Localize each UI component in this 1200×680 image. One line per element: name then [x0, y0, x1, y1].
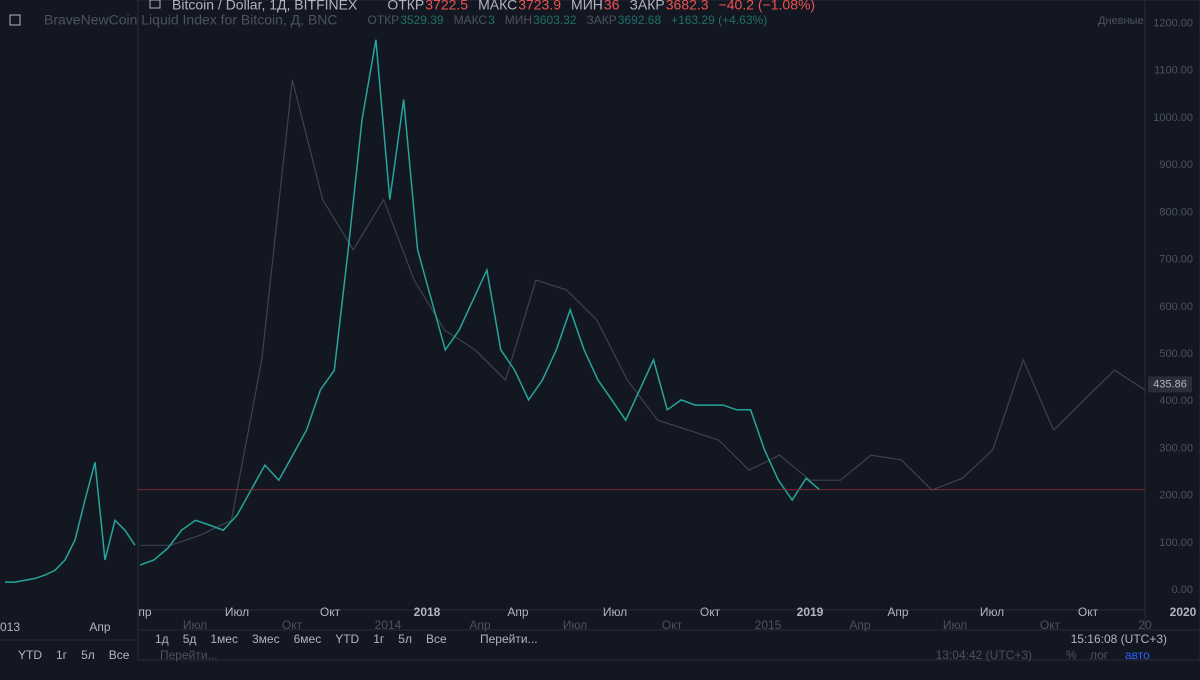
x-tick-label: Июл	[943, 618, 967, 632]
chart-title: BraveNewCoin Liquid Index for Bitcoin, Д…	[44, 12, 338, 28]
x-tick-label: Июл	[225, 605, 249, 619]
ohlc-value: 3722.5	[425, 0, 468, 13]
timeframe-button[interactable]: 5л	[81, 648, 95, 662]
price-line	[5, 462, 136, 583]
timeframe-button[interactable]: YTD	[335, 632, 359, 646]
x-tick-label: 2020	[1170, 605, 1197, 619]
x-tick-label: 2014	[375, 618, 402, 632]
ohlc-key: МИН	[571, 0, 603, 13]
x-tick-label: Апр	[89, 620, 111, 634]
timeframe-button[interactable]: 1г	[373, 632, 385, 646]
y-tick-label: 200.00	[1159, 490, 1193, 502]
timeframe-button[interactable]: 1мес	[210, 632, 238, 646]
x-tick-label: 013	[0, 620, 20, 634]
scale-button[interactable]: %	[1066, 648, 1077, 662]
timeframe-button[interactable]: YTD	[18, 648, 42, 662]
x-tick-label: Апр	[469, 618, 491, 632]
timeframe-button[interactable]: 1д	[155, 632, 169, 646]
ohlc-key: МАКС	[454, 13, 488, 27]
ohlc-key: ОТКР	[368, 13, 400, 27]
y-tick-label: 400.00	[1159, 395, 1193, 407]
x-tick-label: пр	[138, 605, 151, 619]
ohlc-value: 3682.3	[666, 0, 709, 13]
collapse-icon[interactable]	[9, 14, 21, 26]
x-tick-label: Апр	[849, 618, 871, 632]
x-tick-label: Окт	[1040, 618, 1061, 632]
ohlc-key: ЗАКР	[629, 0, 664, 13]
x-tick-label: 2015	[755, 618, 782, 632]
ohlc-key: МИН	[505, 13, 532, 27]
x-tick-label: Июл	[183, 618, 207, 632]
x-tick-label: Июл	[980, 605, 1004, 619]
interval-badge: Дневные	[1098, 15, 1144, 27]
x-tick-label: Июл	[603, 605, 627, 619]
x-tick-label: Окт	[700, 605, 721, 619]
timeframe-button[interactable]: 1г	[56, 648, 68, 662]
scale-button[interactable]: лог	[1090, 648, 1109, 662]
x-tick-label: Окт	[282, 618, 303, 632]
ohlc-value: 3723.9	[518, 0, 561, 13]
y-tick-label: 1200.00	[1153, 18, 1193, 30]
change: +163.29 (+4.63%)	[671, 13, 767, 27]
y-tick-label: 700.00	[1159, 254, 1193, 266]
x-tick-label: 2018	[414, 605, 441, 619]
y-tick-label: 800.00	[1159, 206, 1193, 218]
y-tick-label: 0.00	[1172, 584, 1193, 596]
y-tick-label: 600.00	[1159, 301, 1193, 313]
last-price-label: 435.86	[1153, 378, 1187, 390]
y-tick-label: 1000.00	[1153, 112, 1193, 124]
clock: 13:04:42 (UTC+3)	[936, 648, 1032, 662]
ohlc-value: 3603.32	[533, 13, 577, 27]
goto-button[interactable]: Перейти...	[480, 632, 538, 646]
ohlc-key: МАКС	[478, 0, 517, 13]
scale-button[interactable]: авто	[1125, 648, 1150, 662]
collapse-icon[interactable]	[149, 0, 161, 9]
ohlc-key: ЗАКР	[586, 13, 616, 27]
timeframe-button[interactable]: 3мес	[252, 632, 280, 646]
main-window	[137, 0, 1200, 661]
ohlc-key: ОТКР	[387, 0, 424, 13]
x-tick-label: Окт	[662, 618, 683, 632]
last-price-badge	[1148, 376, 1192, 393]
x-tick-label: Окт	[1078, 605, 1099, 619]
ohlc-value: 3	[488, 13, 495, 27]
timeframe-button[interactable]: Все	[109, 648, 130, 662]
x-tick-label: Апр	[507, 605, 529, 619]
goto-button[interactable]: Перейти...	[160, 648, 218, 662]
y-tick-label: 100.00	[1159, 537, 1193, 549]
change: −40.2 (−1.08%)	[719, 0, 816, 13]
y-tick-label: 300.00	[1159, 442, 1193, 454]
x-tick-label: Окт	[320, 605, 341, 619]
ohlc-value: 36	[604, 0, 620, 13]
ohlc-value: 3692.68	[618, 13, 662, 27]
ohlc-value: 3529.39	[400, 13, 444, 27]
clock: 15:16:08 (UTC+3)	[1071, 632, 1167, 646]
y-tick-label: 500.00	[1159, 348, 1193, 360]
price-line	[140, 79, 1146, 546]
x-tick-label: Июл	[563, 618, 587, 632]
x-tick-label: Апр	[887, 605, 909, 619]
x-tick-label: 2019	[797, 605, 824, 619]
timeframe-button[interactable]: 5д	[183, 632, 197, 646]
timeframe-button[interactable]: Все	[426, 632, 447, 646]
x-tick-label: 20	[1138, 618, 1152, 632]
timeframe-button[interactable]: 6мес	[294, 632, 322, 646]
chart-title: Bitcoin / Dollar, 1Д, BITFINEX	[172, 0, 358, 13]
y-tick-label: 1100.00	[1154, 65, 1193, 77]
price-line	[139, 39, 821, 566]
y-tick-label: 900.00	[1159, 159, 1193, 171]
timeframe-button[interactable]: 5л	[398, 632, 412, 646]
